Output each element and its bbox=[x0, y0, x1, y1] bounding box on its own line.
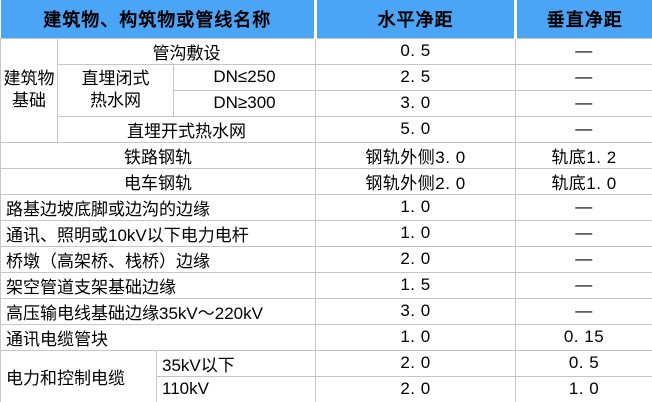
cell-vertical: 0. 5 bbox=[515, 349, 652, 377]
table-row: 直埋闭式 热水网 DN≤250 2. 5 — bbox=[1, 63, 652, 117]
cell-name: 高压输电线基础边缘35kV～220kV bbox=[0, 297, 316, 325]
cell-name: 通讯电缆管块 bbox=[0, 323, 316, 351]
cell-name: 110kV bbox=[156, 375, 316, 402]
cell-name: 直埋开式热水网 bbox=[57, 115, 316, 143]
cell-name: 通讯、照明或10kV以下电力电杆 bbox=[0, 219, 316, 247]
cell-horizontal: 1. 0 bbox=[315, 219, 516, 247]
cell-horizontal: 1. 0 bbox=[315, 323, 516, 351]
cell-vertical: — bbox=[515, 115, 652, 143]
cell-vertical: — bbox=[515, 193, 652, 221]
table-row: 路基边坡底脚或边沟的边缘 1. 0 — bbox=[0, 193, 652, 221]
table-row: 110kV 2. 0 1. 0 bbox=[1, 375, 652, 402]
table-row: 建筑物 基础 管沟敷设 0. 5 — bbox=[0, 37, 652, 143]
cell-name: 桥墩（高架桥、栈桥）边缘 bbox=[0, 245, 316, 273]
header-name-column: 建筑物、构筑物或管线名称 bbox=[0, 0, 316, 39]
header-vertical-clearance: 垂直净距 bbox=[514, 0, 652, 39]
cell-horizontal: 钢轨外侧2. 0 bbox=[315, 167, 516, 195]
table-row: 铁路钢轨 钢轨外侧3. 0 轨底1. 2 bbox=[0, 141, 652, 169]
table-row: 桥墩（高架桥、栈桥）边缘 2. 0 — bbox=[0, 245, 652, 273]
cell-horizontal: 1. 5 bbox=[315, 271, 516, 299]
group-buried-closed-network: 直埋闭式 热水网 bbox=[57, 63, 174, 117]
cell-name: DN≤250 bbox=[173, 63, 316, 91]
cell-name: DN≥300 bbox=[173, 89, 316, 117]
group-building-foundation: 建筑物 基础 bbox=[0, 37, 58, 143]
cell-horizontal: 2. 5 bbox=[315, 63, 516, 91]
cell-horizontal: 1. 0 bbox=[315, 193, 516, 221]
group-power-control-cable: 电力和控制电缆 bbox=[0, 349, 157, 402]
table-row: 架空管道支架基础边缘 1. 5 — bbox=[0, 271, 652, 299]
cell-vertical: — bbox=[515, 297, 652, 325]
cell-vertical: 轨底1. 2 bbox=[515, 141, 652, 169]
cell-vertical: 0. 15 bbox=[515, 323, 652, 351]
cell-vertical: — bbox=[515, 271, 652, 299]
cell-horizontal: 钢轨外侧3. 0 bbox=[315, 141, 516, 169]
cell-name: 铁路钢轨 bbox=[0, 141, 316, 169]
table-row: 电车钢轨 钢轨外侧2. 0 轨底1. 0 bbox=[0, 167, 652, 195]
table-row: 通讯、照明或10kV以下电力电杆 1. 0 — bbox=[0, 219, 652, 247]
header-horizontal-clearance: 水平净距 bbox=[314, 0, 516, 39]
cell-horizontal: 2. 0 bbox=[315, 245, 516, 273]
table-row: 直埋开式热水网 5. 0 — bbox=[1, 115, 652, 143]
cell-vertical: — bbox=[515, 219, 652, 247]
cell-vertical: — bbox=[515, 89, 652, 117]
table-row: 高压输电线基础边缘35kV～220kV 3. 0 — bbox=[0, 297, 652, 325]
cell-name: 架空管道支架基础边缘 bbox=[0, 271, 316, 299]
cell-name: 管沟敷设 bbox=[57, 37, 316, 65]
cell-vertical: — bbox=[515, 37, 652, 65]
header-row: 建筑物、构筑物或管线名称 水平净距 垂直净距 bbox=[0, 0, 652, 39]
cell-horizontal: 5. 0 bbox=[315, 115, 516, 143]
cell-name: 路基边坡底脚或边沟的边缘 bbox=[0, 193, 316, 221]
cell-horizontal: 2. 0 bbox=[315, 375, 516, 402]
cell-horizontal: 3. 0 bbox=[315, 297, 516, 325]
table-row: 电力和控制电缆 35kV以下 2. 0 0. 5 bbox=[0, 349, 652, 402]
cell-name: 35kV以下 bbox=[156, 349, 316, 377]
cell-horizontal: 0. 5 bbox=[315, 37, 516, 65]
cell-horizontal: 2. 0 bbox=[315, 349, 516, 377]
cell-vertical: — bbox=[515, 63, 652, 91]
cell-vertical: — bbox=[515, 245, 652, 273]
cell-vertical: 1. 0 bbox=[515, 375, 652, 402]
table-row: 通讯电缆管块 1. 0 0. 15 bbox=[0, 323, 652, 351]
cell-vertical: 轨底1. 0 bbox=[515, 167, 652, 195]
cell-horizontal: 3. 0 bbox=[315, 89, 516, 117]
cell-name: 电车钢轨 bbox=[0, 167, 316, 195]
